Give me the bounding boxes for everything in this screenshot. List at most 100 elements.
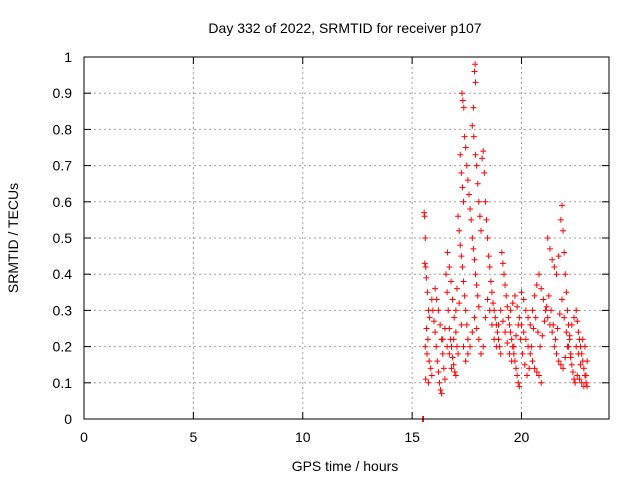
data-point	[551, 263, 558, 270]
data-point	[553, 350, 560, 357]
data-point	[474, 292, 481, 299]
data-point	[562, 354, 569, 361]
data-point	[473, 282, 480, 289]
data-point	[520, 329, 527, 336]
data-point	[567, 354, 574, 361]
data-point	[464, 177, 471, 184]
data-point	[558, 296, 565, 303]
data-point	[571, 314, 577, 321]
data-point	[488, 321, 495, 328]
data-point	[511, 292, 518, 299]
data-point	[518, 289, 525, 296]
data-point	[460, 343, 467, 350]
data-point	[424, 350, 430, 357]
data-point	[422, 235, 429, 241]
x-tick-label: 15	[404, 429, 420, 445]
data-point	[487, 278, 494, 285]
data-point	[488, 289, 495, 296]
data-point	[441, 376, 448, 383]
data-point	[433, 296, 440, 303]
data-point	[557, 216, 564, 223]
y-tick-label: 0.2	[53, 339, 73, 355]
data-point	[432, 285, 439, 292]
data-point	[580, 365, 587, 372]
data-point	[532, 314, 539, 321]
y-tick-label: 0.9	[53, 85, 73, 101]
data-point	[546, 245, 553, 252]
data-point	[502, 282, 509, 289]
data-point	[575, 329, 582, 336]
data-point	[531, 365, 538, 372]
data-point	[514, 372, 521, 379]
data-point	[574, 372, 581, 379]
data-point	[446, 263, 453, 270]
data-point	[520, 296, 527, 303]
data-point	[436, 379, 443, 386]
plot-frame	[83, 56, 610, 420]
data-point	[438, 390, 445, 397]
data-point	[550, 321, 557, 328]
data-point	[530, 325, 537, 332]
data-point	[429, 307, 436, 314]
data-point	[463, 321, 470, 328]
data-point	[513, 332, 520, 339]
data-point	[574, 318, 581, 325]
data-point	[471, 256, 478, 263]
data-point	[556, 311, 563, 318]
data-point	[443, 271, 450, 278]
data-point	[497, 307, 504, 314]
data-point	[437, 387, 444, 394]
data-point	[522, 336, 529, 343]
y-tick-label: 0.6	[53, 194, 73, 210]
data-point	[470, 245, 477, 252]
data-point	[538, 285, 545, 292]
data-point	[578, 379, 585, 386]
data-point	[561, 249, 568, 256]
data-point	[451, 368, 458, 375]
data-point	[459, 263, 466, 270]
data-point	[478, 227, 485, 234]
data-point	[531, 292, 538, 299]
data-point	[445, 307, 452, 314]
data-point	[452, 329, 459, 336]
data-point	[428, 372, 435, 379]
data-point	[569, 368, 576, 375]
data-point	[435, 368, 442, 375]
data-point	[469, 329, 476, 336]
data-point	[549, 256, 556, 263]
data-point	[554, 325, 561, 332]
data-point	[469, 235, 476, 241]
data-point	[563, 289, 570, 296]
data-point	[423, 274, 430, 281]
data-point	[444, 343, 451, 350]
data-point	[529, 358, 536, 365]
axis-ticks: 00.10.20.30.40.50.60.70.80.910 5 10 15 20	[53, 49, 609, 445]
data-point	[516, 314, 523, 321]
x-tick-label: 0	[80, 429, 88, 445]
data-point	[506, 321, 513, 328]
data-point	[458, 253, 465, 260]
data-point	[499, 260, 506, 267]
data-point	[475, 198, 482, 205]
data-point	[580, 383, 587, 390]
data-point	[475, 303, 482, 310]
data-point	[444, 289, 451, 296]
data-point	[484, 296, 491, 303]
data-point	[575, 350, 582, 357]
data-point	[425, 379, 432, 386]
data-point	[434, 358, 441, 365]
data-point	[431, 318, 437, 325]
data-point	[446, 350, 453, 357]
data-point	[537, 343, 544, 350]
data-point	[572, 379, 579, 386]
data-point	[558, 202, 565, 209]
data-point	[462, 307, 469, 314]
data-point	[549, 329, 556, 336]
y-tick-label: 0.4	[53, 266, 73, 282]
data-point	[493, 343, 500, 350]
data-point	[538, 379, 545, 386]
data-point	[473, 162, 480, 169]
data-point	[526, 365, 533, 372]
data-point	[523, 372, 530, 379]
